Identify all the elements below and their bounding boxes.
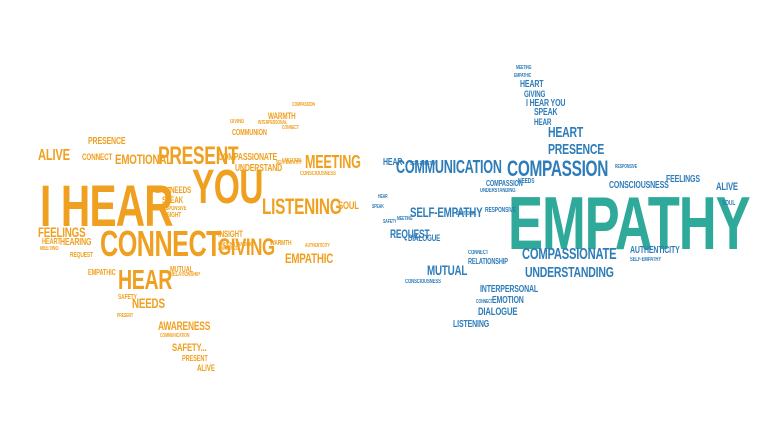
right-cloud-word: CONSCIOUSNESS bbox=[405, 279, 441, 285]
left-cloud-word: COMPASSION bbox=[292, 102, 315, 108]
right-cloud-word: I HEAR YOU bbox=[526, 98, 566, 109]
left-cloud-word: ALIVE bbox=[38, 147, 70, 164]
left-cloud-word: EMPATHIC bbox=[285, 250, 334, 266]
right-cloud-word: SOUL bbox=[722, 200, 736, 207]
right-cloud-word: RELATIONSHIP bbox=[468, 257, 508, 266]
right-cloud-word: AUTHENTICITY bbox=[630, 245, 680, 256]
right-cloud-word: ALIVE bbox=[716, 181, 738, 193]
right-cloud-word: CONNECT bbox=[468, 250, 489, 256]
left-cloud-word: MUTUAL bbox=[170, 265, 193, 274]
left-cloud-word: RESPONSIVE bbox=[160, 206, 187, 212]
right-cloud-word: MEETING bbox=[516, 65, 532, 71]
right-cloud-word: SELF-EMPATHY bbox=[410, 161, 436, 167]
left-cloud-word: EMPATHIC bbox=[88, 268, 116, 277]
right-cloud-word: SELF-EMPATHY bbox=[410, 204, 483, 220]
right-cloud-word: CONNECT bbox=[476, 299, 493, 305]
left-cloud-word: REQUEST bbox=[70, 252, 94, 259]
right-cloud-word: HEAR bbox=[383, 157, 403, 168]
left-cloud-word: PRESENT bbox=[158, 142, 239, 170]
right-cloud-word: UNDERSTANDING bbox=[480, 188, 516, 194]
left-cloud-word: CONSCIOUSNESS bbox=[300, 171, 336, 177]
left-cloud-word: YOU bbox=[192, 161, 263, 214]
left-cloud-word: RELATIONSHIP bbox=[170, 272, 200, 278]
left-cloud-word: WARMTH bbox=[270, 240, 292, 247]
left-cloud-word: SOUL bbox=[338, 200, 359, 212]
left-cloud-word: GIVING bbox=[218, 234, 275, 261]
right-cloud-word: DIALOGUE bbox=[408, 233, 441, 243]
left-cloud-word: FEELINGS bbox=[38, 224, 86, 240]
right-cloud-word: SELF-EMPATHY bbox=[630, 257, 662, 263]
right-cloud-word: SPEAK bbox=[372, 204, 384, 210]
right-cloud-word: HEAR bbox=[534, 117, 552, 127]
left-cloud-word: INSIGHT bbox=[218, 229, 243, 239]
left-cloud-word: AWARENESS bbox=[158, 319, 211, 333]
right-cloud-word: CONSCIOUSNESS bbox=[609, 180, 669, 191]
right-cloud-word: DIALOGUE bbox=[478, 306, 518, 318]
right-cloud-word: FEELINGS bbox=[666, 174, 700, 185]
right-cloud-word: SPEAK bbox=[534, 107, 558, 118]
right-cloud-word: EMPATHIC bbox=[514, 73, 532, 79]
right-cloud-word: UNDERSTANDING bbox=[525, 264, 614, 281]
right-cloud-word: COMPASSION bbox=[486, 179, 523, 188]
right-cloud-word: NEEDS bbox=[518, 178, 535, 185]
left-cloud-word: INTERPERSONAL bbox=[258, 120, 288, 126]
right-cloud-word: COMPASSIONATE bbox=[522, 246, 617, 263]
right-cloud-word: COMMUNICATION bbox=[396, 157, 502, 177]
left-cloud-word: NEEDS bbox=[132, 295, 165, 311]
left-cloud-word: SAFETY bbox=[118, 294, 137, 301]
left-cloud-word: SAFETY... bbox=[172, 342, 207, 354]
right-cloud-word: SAFETY bbox=[383, 219, 397, 225]
left-cloud-word: MEETING bbox=[40, 246, 59, 252]
left-cloud-word: HEAR bbox=[118, 264, 172, 295]
left-cloud-word: CONNECT bbox=[82, 152, 113, 162]
left-cloud-word: CONNECT bbox=[282, 125, 299, 131]
left-cloud-word: UNDERSTAND bbox=[235, 163, 283, 174]
left-cloud-word: SELF-EMPATHY bbox=[276, 160, 302, 166]
right-cloud-word: HEAR bbox=[378, 194, 388, 200]
left-cloud-word: GIVING bbox=[230, 119, 245, 125]
left-cloud-word: SPEAK bbox=[162, 195, 184, 205]
left-cloud-word: PRESENT bbox=[182, 354, 208, 363]
right-cloud-word: INTERPERSONAL bbox=[480, 284, 539, 295]
left-cloud-word: UNDERSTANDING bbox=[218, 242, 254, 248]
right-cloud-word: RESPONSIVE bbox=[485, 207, 516, 214]
left-cloud-word: HEARING bbox=[60, 237, 92, 248]
left-cloud-word: EMOTION bbox=[282, 158, 302, 164]
right-cloud-word: PRESENCE bbox=[548, 141, 605, 158]
right-cloud-word: REQUEST bbox=[390, 227, 430, 241]
left-cloud-word: INSIGHT bbox=[162, 212, 182, 219]
right-cloud-word: COMPASSION bbox=[507, 156, 609, 181]
left-cloud-word: WARMTH bbox=[268, 111, 296, 121]
left-cloud-word: HEART bbox=[42, 237, 61, 246]
left-cloud-word: NEEDS bbox=[170, 185, 192, 195]
left-cloud-word: I HEAR bbox=[40, 174, 174, 239]
left-cloud-word: MEETING bbox=[305, 152, 361, 172]
right-cloud-word: MUTUAL bbox=[427, 262, 468, 278]
right-cloud-word: EMPATHY bbox=[508, 181, 751, 265]
right-cloud-word: GIVING bbox=[524, 89, 546, 99]
left-cloud-word: LISTENING bbox=[262, 194, 342, 219]
right-cloud-word: MEETING bbox=[397, 216, 413, 222]
left-cloud-word: AWARENESS bbox=[218, 246, 240, 252]
left-cloud-word: AUTHENTICITY bbox=[305, 243, 330, 249]
left-cloud-word: PRESENT bbox=[117, 313, 134, 319]
left-cloud-word: PRESENCE bbox=[88, 136, 126, 147]
right-cloud-word: HEART bbox=[520, 79, 544, 90]
left-cloud-word: COMMUNION bbox=[232, 128, 267, 137]
left-cloud-word: COMMUNICATION bbox=[160, 333, 190, 339]
right-cloud-word: HEART bbox=[548, 124, 584, 141]
left-cloud-word: CONNECT bbox=[100, 223, 222, 264]
right-cloud-word: EMOTIONAL bbox=[456, 211, 477, 217]
right-cloud-word: RESPONSIVE bbox=[615, 164, 638, 170]
right-cloud-word: EMOTION bbox=[492, 295, 524, 306]
left-cloud-word: HEART bbox=[152, 186, 171, 195]
left-cloud-word: ALIVE bbox=[197, 363, 215, 373]
right-cloud-word: LISTENING bbox=[453, 319, 490, 330]
left-cloud-word: COMPASSIONATE bbox=[218, 152, 277, 163]
left-cloud-word: EMOTIONAL bbox=[115, 151, 173, 167]
